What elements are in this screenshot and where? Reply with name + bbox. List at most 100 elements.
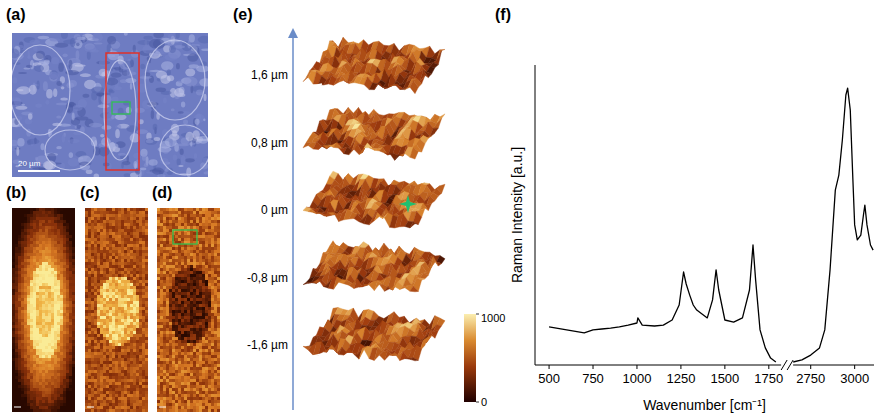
heat-cell bbox=[57, 370, 60, 373]
heat-cell bbox=[18, 220, 21, 223]
heat-cell bbox=[42, 370, 45, 373]
heat-cell bbox=[30, 253, 33, 256]
heat-cell bbox=[63, 244, 66, 247]
heat-cell bbox=[118, 217, 121, 220]
texture bbox=[56, 81, 62, 86]
heat-cell bbox=[39, 409, 42, 412]
texture bbox=[115, 114, 127, 120]
heat-cell bbox=[42, 220, 45, 223]
heat-cell bbox=[27, 271, 30, 274]
heat-cell bbox=[57, 409, 60, 412]
texture bbox=[60, 97, 68, 100]
texture bbox=[68, 158, 79, 167]
heat-cell bbox=[48, 274, 51, 277]
heat-cell bbox=[54, 238, 57, 241]
heat-cell bbox=[33, 247, 36, 250]
heat-cell bbox=[48, 346, 51, 349]
heat-cell bbox=[60, 280, 63, 283]
heat-cell bbox=[51, 289, 54, 292]
heat-cell bbox=[72, 214, 75, 217]
heat-cell bbox=[124, 208, 127, 211]
heat-cell bbox=[36, 286, 39, 289]
heat-cell bbox=[42, 322, 45, 325]
heat-cell bbox=[57, 394, 60, 397]
heat-cell bbox=[72, 262, 75, 265]
heat-cell bbox=[42, 364, 45, 367]
heat-cell bbox=[60, 355, 63, 358]
heat-cell bbox=[109, 208, 112, 211]
heat-cell bbox=[45, 238, 48, 241]
heat-cell bbox=[39, 238, 42, 241]
heat-cell bbox=[33, 406, 36, 409]
heat-cell bbox=[15, 325, 18, 328]
heat-cell bbox=[51, 352, 54, 355]
heat-cell bbox=[115, 211, 118, 214]
heat-cell bbox=[33, 286, 36, 289]
heat-cell bbox=[39, 379, 42, 382]
heat-cell bbox=[21, 406, 24, 409]
heat-cell bbox=[30, 328, 33, 331]
heat-cell bbox=[69, 262, 72, 265]
heat-cell bbox=[69, 313, 72, 316]
texture bbox=[167, 75, 174, 81]
heat-cell bbox=[27, 304, 30, 307]
heat-cell bbox=[15, 376, 18, 379]
heat-cell bbox=[51, 379, 54, 382]
heat-cell bbox=[48, 331, 51, 334]
heat-cell bbox=[145, 208, 148, 211]
heat-cell bbox=[39, 247, 42, 250]
heat-cell bbox=[39, 283, 42, 286]
heat-cell bbox=[15, 301, 18, 304]
heat-cell bbox=[51, 304, 54, 307]
heat-cell bbox=[21, 247, 24, 250]
heat-cell bbox=[57, 319, 60, 322]
heat-cell bbox=[57, 274, 60, 277]
heat-cell bbox=[42, 235, 45, 238]
heat-cell bbox=[72, 328, 75, 331]
heat-cell bbox=[54, 409, 57, 412]
heat-cell bbox=[69, 217, 72, 220]
heat-cell bbox=[39, 229, 42, 232]
heat-cell bbox=[45, 214, 48, 217]
heat-cell bbox=[39, 253, 42, 256]
heat-cell bbox=[30, 313, 33, 316]
heat-cell bbox=[39, 244, 42, 247]
heat-cell bbox=[33, 292, 36, 295]
heat-cell bbox=[54, 220, 57, 223]
heatmap bbox=[12, 208, 75, 412]
heat-cell bbox=[69, 337, 72, 340]
heat-cell bbox=[24, 262, 27, 265]
heat-cell bbox=[42, 409, 45, 412]
heat-cell bbox=[63, 355, 66, 358]
heat-cell bbox=[27, 316, 30, 319]
heat-cell bbox=[15, 358, 18, 361]
heat-cell bbox=[109, 220, 112, 223]
heat-cell bbox=[15, 214, 18, 217]
texture bbox=[203, 119, 205, 122]
texture bbox=[69, 152, 73, 158]
heat-cell bbox=[33, 238, 36, 241]
heat-cell bbox=[112, 214, 115, 217]
heat-cell bbox=[88, 211, 91, 214]
heat-cell bbox=[72, 388, 75, 391]
heat-cell bbox=[12, 241, 15, 244]
heat-cell bbox=[45, 409, 48, 412]
heat-cell bbox=[27, 388, 30, 391]
heat-cell bbox=[60, 394, 63, 397]
heat-cell bbox=[36, 244, 39, 247]
heat-cell bbox=[66, 373, 69, 376]
heat-cell bbox=[15, 346, 18, 349]
heat-cell bbox=[30, 244, 33, 247]
heat-cell bbox=[48, 256, 51, 259]
heat-cell bbox=[36, 304, 39, 307]
heat-cell bbox=[12, 316, 15, 319]
heat-cell bbox=[39, 241, 42, 244]
heat-cell bbox=[36, 367, 39, 370]
heat-cell bbox=[30, 316, 33, 319]
heat-cell bbox=[39, 250, 42, 253]
heat-cell bbox=[60, 301, 63, 304]
heat-cell bbox=[27, 364, 30, 367]
heat-cell bbox=[21, 226, 24, 229]
heat-cell bbox=[142, 223, 145, 226]
heat-cell bbox=[30, 358, 33, 361]
